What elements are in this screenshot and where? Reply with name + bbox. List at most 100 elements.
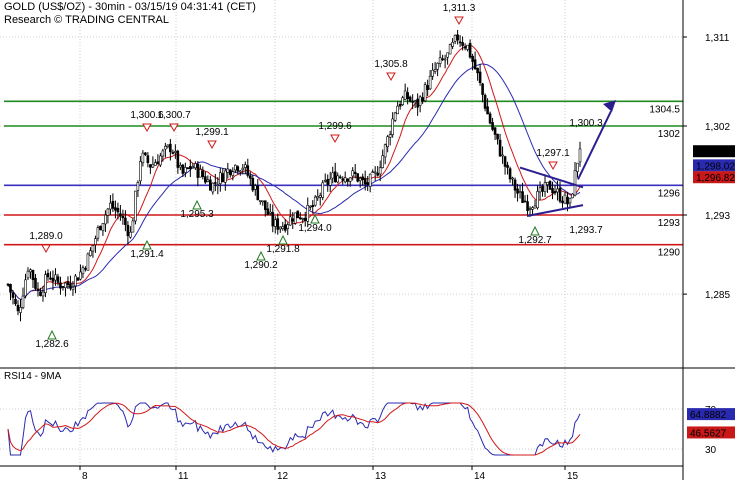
candle-body bbox=[491, 122, 494, 130]
annotation-label: 1,289.0 bbox=[29, 231, 63, 242]
candle-body bbox=[473, 59, 477, 70]
rsi-tag-label: 46.5627 bbox=[690, 428, 727, 439]
rsi-line bbox=[7, 402, 581, 456]
candle-body bbox=[336, 175, 340, 183]
candle-body bbox=[501, 154, 504, 157]
candle-body bbox=[293, 212, 297, 224]
annotation-label: 1,282.6 bbox=[35, 339, 69, 350]
chart-source: Research © TRADING CENTRAL bbox=[4, 14, 169, 26]
high-marker bbox=[41, 244, 51, 254]
candle-body bbox=[199, 169, 202, 178]
candle-body bbox=[191, 166, 195, 169]
candle-body bbox=[326, 179, 330, 185]
x-tick-label: 15 bbox=[567, 471, 579, 480]
candle-body bbox=[543, 182, 547, 193]
high-marker bbox=[207, 140, 217, 150]
low-marker bbox=[530, 225, 540, 236]
candle-body bbox=[508, 168, 512, 180]
candle-body bbox=[248, 175, 252, 179]
candle-body bbox=[9, 284, 12, 293]
candle-body bbox=[571, 193, 574, 199]
candle-body bbox=[566, 196, 569, 205]
candle-body bbox=[316, 196, 320, 199]
candle-body bbox=[278, 226, 282, 230]
candle-body bbox=[513, 179, 517, 191]
candle-body bbox=[79, 271, 82, 280]
candle-body bbox=[328, 178, 332, 186]
annotation-label: 1,291.4 bbox=[130, 249, 164, 260]
candle-body bbox=[346, 178, 350, 182]
annotation-label: 1,300.6 bbox=[130, 110, 164, 121]
candle-body bbox=[463, 46, 467, 49]
high-marker bbox=[386, 72, 396, 82]
candle-body bbox=[69, 283, 72, 289]
candle-body bbox=[441, 58, 444, 61]
candle-body bbox=[189, 165, 192, 170]
low-marker bbox=[142, 239, 152, 250]
target-arrow-head bbox=[603, 100, 616, 112]
candle-body bbox=[533, 205, 537, 209]
candle-body bbox=[169, 143, 172, 153]
candle-body bbox=[116, 208, 120, 213]
candle-body bbox=[156, 161, 160, 165]
candle-body bbox=[521, 191, 524, 203]
candle-body bbox=[308, 206, 312, 208]
candle-body bbox=[576, 162, 579, 172]
candle-body bbox=[236, 166, 240, 172]
candle-body bbox=[134, 190, 137, 222]
candle-body bbox=[353, 171, 357, 174]
candle-body bbox=[558, 187, 562, 202]
annotation-label: 1,305.8 bbox=[374, 59, 408, 70]
candle-body bbox=[111, 200, 115, 209]
x-tick-label: 8 bbox=[82, 471, 88, 480]
candle-body bbox=[568, 197, 572, 204]
candle-body bbox=[114, 207, 117, 211]
candle-body bbox=[486, 106, 489, 115]
high-marker bbox=[142, 123, 152, 133]
candle-body bbox=[303, 217, 307, 221]
candle-body bbox=[76, 277, 80, 281]
candle-body bbox=[179, 164, 182, 168]
candle-body bbox=[563, 194, 567, 204]
candle-body bbox=[268, 211, 272, 214]
candle-body bbox=[423, 84, 427, 102]
candle-body bbox=[26, 270, 30, 279]
candle-body bbox=[219, 172, 222, 184]
candle-body bbox=[411, 101, 414, 103]
candle-body bbox=[36, 288, 40, 292]
candle-body bbox=[41, 291, 45, 297]
candle-body bbox=[224, 170, 227, 183]
candle-body bbox=[383, 144, 387, 158]
candle-body bbox=[174, 151, 177, 153]
candle-body bbox=[201, 170, 205, 177]
candle-body bbox=[66, 281, 70, 286]
annotation-label: 1,311.3 bbox=[443, 3, 476, 14]
candle-body bbox=[461, 42, 464, 46]
candle-body bbox=[126, 224, 130, 237]
candle-body bbox=[29, 269, 32, 273]
candle-body bbox=[296, 210, 300, 219]
candle-body bbox=[31, 270, 35, 281]
candle-body bbox=[363, 178, 367, 185]
candle-body bbox=[54, 274, 57, 281]
candle-body bbox=[478, 71, 482, 84]
price-tick-label: 1,302 bbox=[705, 122, 730, 133]
candle-body bbox=[263, 200, 267, 210]
candle-body bbox=[159, 155, 162, 166]
candle-body bbox=[321, 182, 325, 198]
candle-body bbox=[348, 177, 352, 182]
candle-body bbox=[453, 34, 457, 42]
candle-body bbox=[64, 282, 67, 288]
candle-body bbox=[578, 148, 582, 163]
candle-body bbox=[49, 277, 52, 280]
candle-body bbox=[221, 173, 225, 183]
candle-body bbox=[466, 44, 469, 50]
candle-body bbox=[181, 164, 185, 174]
candle-body bbox=[361, 176, 364, 180]
candle-body bbox=[146, 155, 150, 164]
candle-body bbox=[311, 205, 315, 207]
candle-body bbox=[496, 133, 499, 140]
candle-body bbox=[238, 170, 242, 173]
candle-body bbox=[431, 69, 434, 77]
